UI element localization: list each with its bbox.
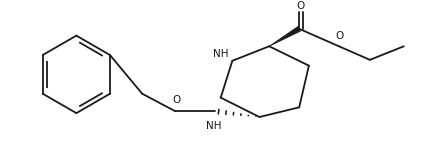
Polygon shape xyxy=(269,26,301,46)
Text: O: O xyxy=(172,95,180,105)
Text: O: O xyxy=(336,31,344,41)
Text: NH: NH xyxy=(213,49,229,59)
Text: O: O xyxy=(296,1,305,11)
Text: NH: NH xyxy=(206,121,222,131)
